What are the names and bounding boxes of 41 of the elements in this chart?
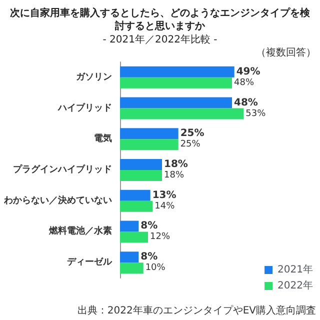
bar	[120, 232, 148, 243]
legend-label: 2021年	[278, 264, 314, 276]
y-tick-label: ガソリン	[76, 71, 112, 82]
data-label: 10%	[145, 263, 166, 274]
data-label: 25%	[180, 128, 204, 140]
source-note: 出典：2022年車のエンジンタイプやEV購入意向調査	[77, 304, 316, 316]
bar	[120, 220, 139, 232]
bar	[120, 77, 232, 88]
bar	[120, 139, 178, 150]
y-tick-label: プラグインハイブリッド	[13, 164, 112, 175]
bar	[120, 252, 139, 263]
data-label: 48%	[234, 97, 258, 108]
data-label: 14%	[154, 201, 176, 212]
bar	[120, 200, 153, 212]
bar	[120, 190, 150, 201]
text: （複数回答）	[256, 46, 316, 58]
bar	[120, 159, 162, 170]
data-label: 48%	[234, 78, 254, 88]
bar	[120, 66, 234, 78]
y-tick-label: 電気	[94, 133, 112, 144]
bar	[120, 108, 244, 120]
data-label: 12%	[150, 232, 170, 242]
data-label: 18%	[164, 159, 188, 170]
data-label: 49%	[236, 66, 260, 78]
data-label: 25%	[180, 140, 201, 150]
bar	[120, 128, 178, 140]
data-label: 18%	[164, 170, 184, 180]
chart-subtitle: - 2021年／2022年比較 -	[102, 34, 218, 46]
y-tick-label: 燃料電池／水素	[48, 226, 112, 237]
bar	[120, 97, 232, 108]
data-label: 8%	[140, 220, 158, 232]
data-label: 53%	[246, 108, 266, 119]
y-tick-label: ディーゼル	[67, 256, 113, 268]
y-tick-label: ハイブリッド	[57, 102, 112, 114]
legend-label: 2022年	[278, 280, 314, 292]
data-label: 13%	[152, 190, 176, 201]
chart-title: 次に自家用車を購入するとしたら、どのようなエンジンタイプを検討すると思いますか	[10, 7, 311, 32]
data-label: 8%	[140, 252, 158, 263]
bar	[120, 262, 144, 274]
y-tick-label: わからない／決めていない	[3, 194, 112, 206]
bar	[120, 170, 162, 181]
